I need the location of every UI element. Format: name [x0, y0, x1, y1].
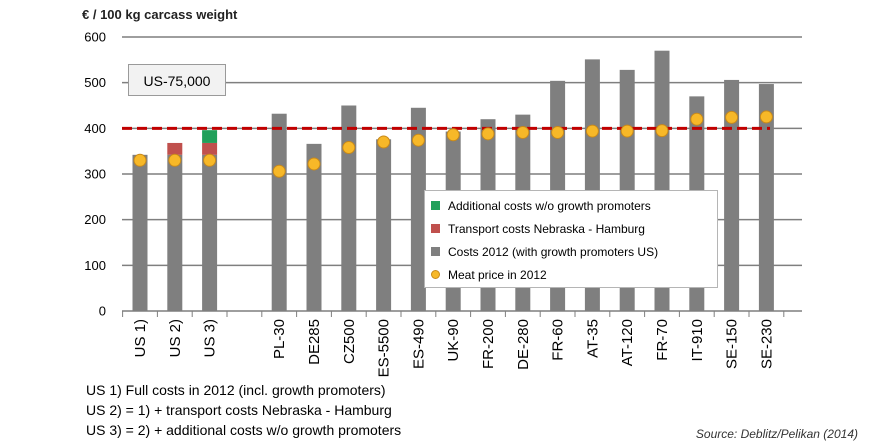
x-tick-label: AT-120: [619, 319, 636, 366]
legend-label: Meat price in 2012: [448, 267, 547, 282]
x-tick-label: US 2): [167, 319, 184, 357]
x-tick-label: DE285: [306, 319, 323, 365]
x-tick-labels: US 1) US 2) US 3) PL-30 DE285 CZ500 ES-5500 ES-…: [132, 319, 775, 377]
x-tick-label: CZ500: [341, 319, 358, 364]
y-tick-label: 0: [99, 304, 106, 319]
x-tick-label: IT-910: [689, 319, 706, 362]
bar-costs-2012: [271, 113, 287, 311]
meat-price-point: [759, 110, 773, 124]
x-tick-label: FR-200: [480, 319, 497, 369]
y-tick-labels: 0 100 200 300 400 500 600: [84, 30, 106, 319]
annotation-us-75000: US-75,000: [128, 64, 226, 96]
bar-transport-costs: [167, 142, 183, 155]
y-tick-label: 300: [84, 167, 106, 182]
x-tick-label: SE-230: [758, 319, 775, 369]
y-axis-title: € / 100 kg carcass weight: [82, 7, 238, 22]
legend-dot-icon: [431, 270, 440, 279]
bar-costs-2012: [202, 154, 218, 311]
x-tick-label: FR-60: [550, 319, 567, 361]
footnote-us1: US 1) Full costs in 2012 (incl. growth p…: [86, 382, 386, 398]
meat-price-point: [481, 127, 495, 141]
meat-price-points: [133, 110, 773, 178]
legend-item-transport-costs: Transport costs Nebraska - Hamburg: [431, 217, 717, 240]
y-tick-label: 400: [84, 121, 106, 136]
y-tick-label: 100: [84, 258, 106, 273]
meat-price-point: [203, 153, 217, 167]
bar-costs-2012: [376, 139, 392, 311]
bar-costs-2012: [724, 79, 740, 311]
x-tick-label: AT-35: [584, 319, 601, 358]
meat-price-point: [516, 125, 530, 139]
legend-swatch-grey: [431, 247, 440, 256]
source-credit: Source: Deblitz/Pelikan (2014): [695, 427, 858, 441]
meat-price-point: [690, 112, 704, 126]
meat-price-point: [307, 157, 321, 171]
bar-costs-2012: [167, 154, 183, 311]
footnotes: US 1) Full costs in 2012 (incl. growth p…: [86, 380, 401, 440]
footnote-us2: US 2) = 1) + transport costs Nebraska - …: [86, 402, 392, 418]
meat-price-point: [551, 125, 565, 139]
x-tick-label: ES-490: [410, 319, 427, 369]
legend-label: Costs 2012 (with growth promoters US): [448, 244, 659, 259]
y-tick-label: 600: [84, 30, 106, 45]
legend-label: Transport costs Nebraska - Hamburg: [448, 221, 645, 236]
axes: [122, 310, 802, 317]
bar-costs-2012: [132, 154, 148, 311]
x-tick-label: PL-30: [271, 319, 288, 359]
legend-swatch-green: [431, 201, 440, 210]
meat-price-point: [342, 141, 356, 155]
x-tick-label: UK-90: [445, 319, 462, 362]
meat-price-point: [377, 135, 391, 149]
meat-price-point: [585, 124, 599, 138]
bar-costs-2012: [341, 105, 357, 311]
x-tick-label: ES-5500: [376, 319, 393, 377]
y-tick-label: 500: [84, 75, 106, 90]
x-tick-label: SE-150: [724, 319, 741, 369]
bar-costs-2012: [306, 143, 322, 311]
legend-label: Additional costs w/o growth promoters: [448, 198, 651, 213]
meat-price-point: [168, 153, 182, 167]
meat-price-point: [446, 128, 460, 142]
meat-price-point: [655, 124, 669, 138]
y-tick-label: 200: [84, 212, 106, 227]
legend-item-additional-costs: Additional costs w/o growth promoters: [431, 194, 717, 217]
bar-additional-costs: [202, 130, 218, 143]
x-tick-label: FR-70: [654, 319, 671, 361]
bar-costs-2012: [410, 107, 426, 312]
meat-price-point: [272, 164, 286, 178]
meat-price-point: [620, 124, 634, 138]
bar-transport-costs: [202, 142, 218, 155]
legend-item-costs-2012: Costs 2012 (with growth promoters US): [431, 240, 717, 263]
x-tick-label: DE-280: [515, 319, 532, 370]
x-tick-label: US 3): [202, 319, 219, 357]
legend: Additional costs w/o growth promoters Tr…: [424, 190, 718, 288]
footnote-us3: US 3) = 2) + additional costs w/o growth…: [86, 422, 402, 438]
legend-item-meat-price: Meat price in 2012: [431, 263, 717, 286]
meat-price-point: [725, 110, 739, 124]
x-tick-label: US 1): [132, 319, 149, 357]
meat-price-point: [133, 153, 147, 167]
legend-swatch-red: [431, 224, 440, 233]
bar-costs-2012: [758, 84, 774, 311]
meat-price-point: [411, 133, 425, 147]
